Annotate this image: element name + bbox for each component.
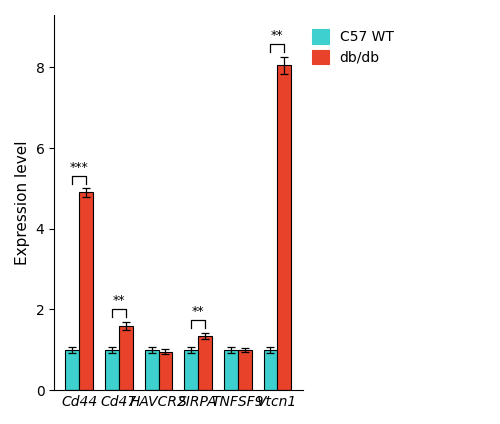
Bar <box>238 350 252 390</box>
Bar <box>158 352 172 390</box>
Bar <box>66 350 80 390</box>
Legend: C57 WT, db/db: C57 WT, db/db <box>312 29 394 64</box>
Bar <box>105 350 119 390</box>
Bar <box>198 336 212 390</box>
Bar <box>224 350 238 390</box>
Bar <box>119 326 133 390</box>
Y-axis label: Expression level: Expression level <box>15 140 30 265</box>
Bar <box>278 65 291 390</box>
Text: ***: *** <box>70 161 88 174</box>
Bar <box>144 350 158 390</box>
Bar <box>80 192 93 390</box>
Bar <box>184 350 198 390</box>
Bar <box>264 350 278 390</box>
Text: **: ** <box>192 305 204 318</box>
Text: **: ** <box>112 294 125 307</box>
Text: **: ** <box>271 29 283 42</box>
